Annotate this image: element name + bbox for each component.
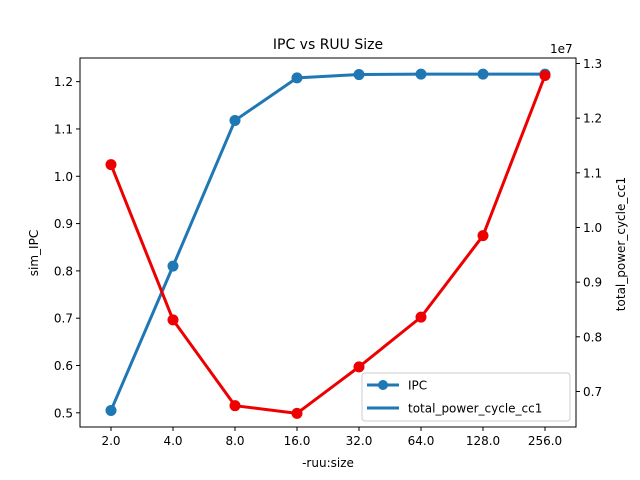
data-point-power xyxy=(353,361,365,373)
y2-axis-label: total_power_cycle_cc1 xyxy=(614,177,628,311)
y2-tick-label: 1.1 xyxy=(583,166,602,180)
y2-offset-text: 1e7 xyxy=(550,42,573,56)
legend-frame xyxy=(361,372,571,422)
data-point-ipc xyxy=(415,68,427,80)
data-point-power xyxy=(539,69,551,81)
data-point-power xyxy=(167,314,179,326)
y2-tick-label: 1.3 xyxy=(583,57,602,71)
chart-title: IPC vs RUU Size xyxy=(273,37,383,53)
plot-frame xyxy=(79,57,577,428)
x-tick-label: 8.0 xyxy=(225,434,244,448)
data-point-power xyxy=(229,400,241,412)
data-point-ipc xyxy=(167,260,179,272)
legend-label-power: total_power_cycle_cc1 xyxy=(408,402,542,416)
series-line-power xyxy=(109,74,547,415)
y2-tick-label: 1.0 xyxy=(583,221,602,235)
data-point-power xyxy=(105,159,117,171)
x-tick-label: 64.0 xyxy=(408,434,435,448)
x-tick-label: 256.0 xyxy=(528,434,562,448)
y-tick-label: 1.1 xyxy=(54,122,73,136)
legend-label-ipc: IPC xyxy=(408,379,427,393)
data-point-ipc xyxy=(291,72,303,84)
x-tick-label: 32.0 xyxy=(346,434,373,448)
x-tick-label: 2.0 xyxy=(101,434,120,448)
x-axis-label: -ruu:size xyxy=(302,456,354,470)
x-tick-label: 4.0 xyxy=(163,434,182,448)
legend: IPC total_power_cycle_cc1 xyxy=(361,372,571,422)
series-line-ipc xyxy=(109,72,545,412)
y-tick-label: 0.6 xyxy=(54,359,73,373)
y-tick-label: 0.7 xyxy=(54,312,73,326)
y2-tick-label: 0.9 xyxy=(583,276,602,290)
data-point-ipc xyxy=(229,114,241,126)
y-tick-label: 0.9 xyxy=(54,217,73,231)
y-tick-label: 1.2 xyxy=(54,75,73,89)
data-point-ipc xyxy=(477,68,489,80)
data-point-power xyxy=(415,311,427,323)
legend-swatch-ipc-marker xyxy=(378,380,388,390)
y2-tick-label: 0.7 xyxy=(583,385,602,399)
y-tick-label: 0.5 xyxy=(54,406,73,420)
y-axis-label: sim_IPC xyxy=(27,230,41,276)
y2-tick-label: 1.2 xyxy=(583,112,602,126)
data-point-power xyxy=(477,230,489,242)
y2-tick-label: 0.8 xyxy=(583,330,602,344)
data-point-power xyxy=(291,407,303,419)
x-tick-label: 128.0 xyxy=(466,434,500,448)
x-tick-label: 16.0 xyxy=(284,434,311,448)
data-point-ipc xyxy=(105,404,117,416)
y-tick-label: 1.0 xyxy=(54,170,73,184)
y-tick-label: 0.8 xyxy=(54,264,73,278)
data-point-ipc xyxy=(353,69,365,81)
